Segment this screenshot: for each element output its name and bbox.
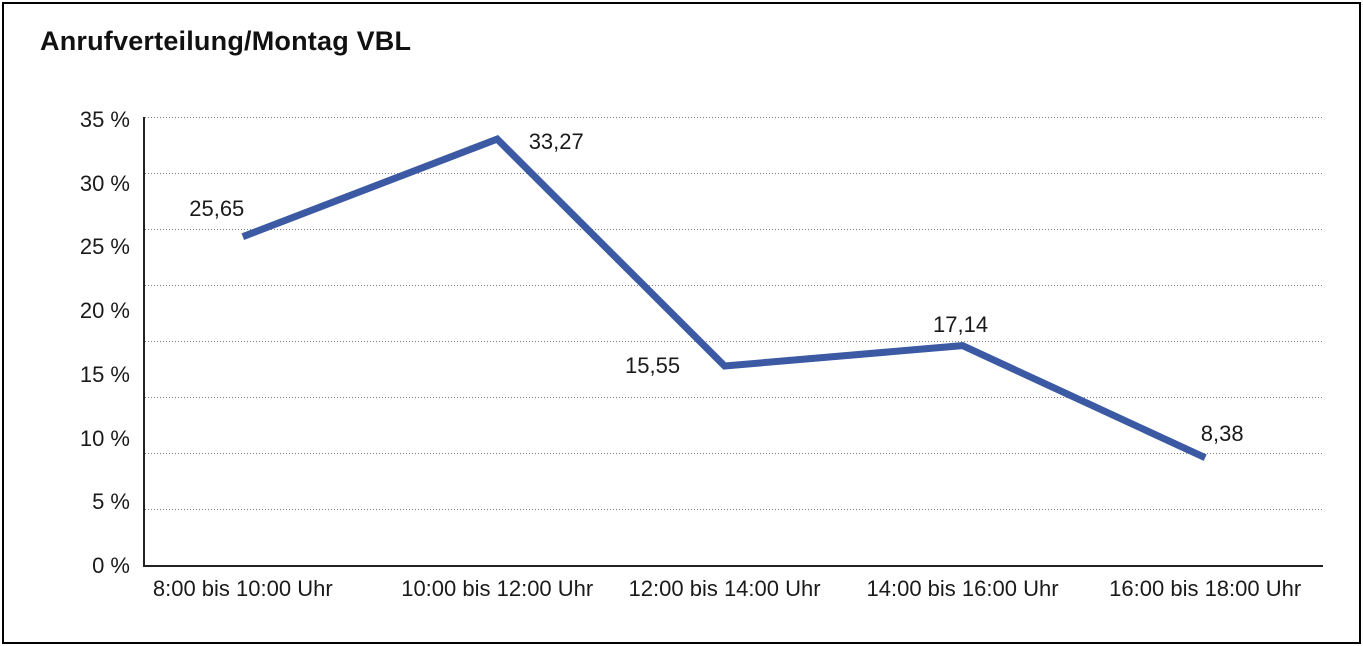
x-axis-category-label: 10:00 bis 12:00 Uhr <box>401 576 594 601</box>
data-point-label: 15,55 <box>625 352 681 378</box>
line-series-path <box>241 135 1207 461</box>
gridline <box>145 453 1323 454</box>
gridline <box>145 285 1323 286</box>
data-point-label: 25,65 <box>189 195 245 221</box>
plot-area <box>143 117 1323 567</box>
gridline <box>145 117 1323 118</box>
gridline <box>145 173 1323 174</box>
y-axis-tick-label: 20 % <box>79 298 130 324</box>
data-point-label: 8,38 <box>1200 420 1244 446</box>
gridline <box>145 397 1323 398</box>
y-axis-tick-label: 0 % <box>92 553 130 578</box>
x-axis-category-label: 14:00 bis 16:00 Uhr <box>866 576 1059 601</box>
y-axis-tick-label: 25 % <box>79 234 130 260</box>
y-axis-tick-label: 15 % <box>79 361 130 387</box>
gridline <box>145 341 1323 342</box>
y-axis-tick-label: 10 % <box>79 425 130 451</box>
gridline <box>145 509 1323 510</box>
y-axis-tick-label: 5 % <box>92 489 130 515</box>
data-point-label: 33,27 <box>528 129 584 155</box>
x-axis-category-label: 8:00 bis 10:00 Uhr <box>152 576 333 601</box>
chart-title: Anrufverteilung/Montag VBL <box>40 26 412 56</box>
y-axis-tick-label: 35 % <box>79 107 130 132</box>
data-point-label: 17,14 <box>933 311 989 337</box>
gridline <box>145 229 1323 230</box>
x-axis-category-label: 16:00 bis 18:00 Uhr <box>1109 576 1302 601</box>
line-chart-svg <box>241 135 1207 461</box>
y-axis-tick-label: 30 % <box>79 170 130 196</box>
x-axis-category-label: 12:00 bis 14:00 Uhr <box>628 576 821 601</box>
